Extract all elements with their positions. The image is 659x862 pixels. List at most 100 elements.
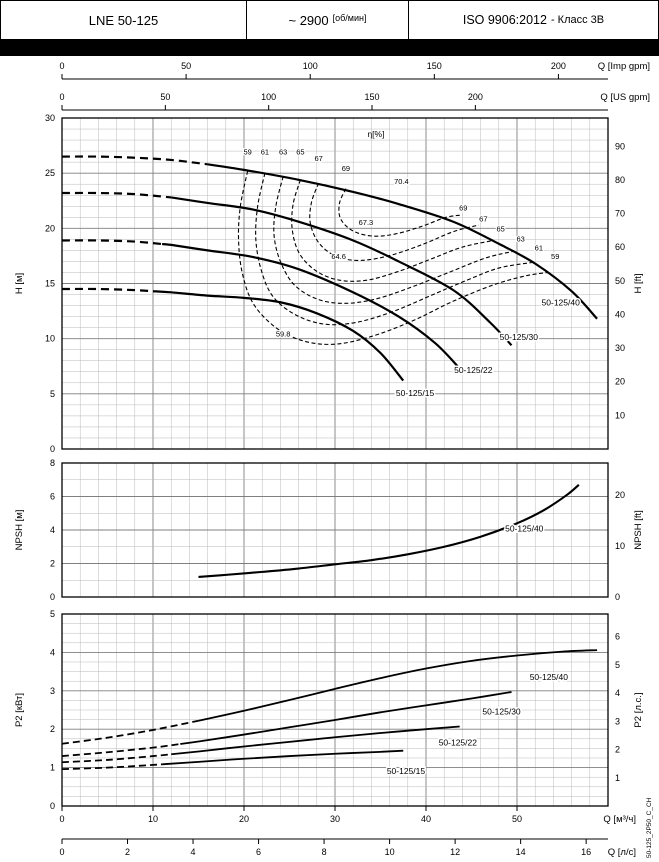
curve-50-125-15: 50-125/15 xyxy=(61,287,436,400)
eta-contour-59: 59 59 xyxy=(237,146,561,345)
header-speed-cell: ~ 2900 [об/мин] xyxy=(246,1,409,39)
x-tick-label: 8 xyxy=(322,847,327,857)
curve-50-125-40: 50-125/40 xyxy=(61,649,598,745)
curve-50-125-22: 50-125/22 xyxy=(61,725,479,764)
y-tick-label: 2 xyxy=(50,559,55,569)
x-tick-label: 4 xyxy=(191,847,196,857)
x-tick-label: 16 xyxy=(581,847,591,857)
y-tick-label: 4 xyxy=(50,647,55,657)
drawing-code: 50-125_2P50_C_CH xyxy=(646,797,653,858)
x-tick-label: 150 xyxy=(365,92,380,102)
y-tick-label: 2 xyxy=(615,745,620,755)
eta-contour-61: 61 61 xyxy=(255,146,544,326)
test-standard: ISO 9906:2012 xyxy=(462,13,547,27)
head-chart: 0 5 10 15 20 25 30 10 20 30 40 50 60 70 80 90 H [м] H [ft… xyxy=(14,113,644,454)
x-tick-label: 50 xyxy=(181,61,191,71)
y-tick-label: 20 xyxy=(615,377,625,387)
y-tick-label: 3 xyxy=(50,686,55,696)
us-gpm-scale: 0 50 100 150 200 Q [US gpm] xyxy=(59,92,650,111)
header-standard-cell: ISO 9906:2012 - Класс 3В xyxy=(409,1,658,39)
y-tick-label: 10 xyxy=(45,334,55,344)
y-tick-label: 20 xyxy=(615,490,625,500)
y-tick-label: 2 xyxy=(50,724,55,734)
pump-speed-unit: [об/мин] xyxy=(332,13,367,23)
curve-label: 50-125/15 xyxy=(387,766,426,776)
y-tick-label: 50 xyxy=(615,276,625,286)
y-tick-label: 25 xyxy=(45,168,55,178)
y-axis-title-right: H [ft] xyxy=(633,273,644,293)
x-tick-label: 6 xyxy=(256,847,261,857)
eta-contour-67: 67 67 xyxy=(309,153,489,261)
x-tick-label: 2 xyxy=(125,847,130,857)
axis-title: Q [US gpm] xyxy=(600,92,650,103)
eta-contour-69: 69 69 xyxy=(338,163,469,237)
y-tick-label: 40 xyxy=(615,309,625,319)
x-tick-label: 50 xyxy=(512,814,522,824)
x-tick-label: 20 xyxy=(239,814,249,824)
x-tick-label: 10 xyxy=(385,847,395,857)
x-tick-label: 0 xyxy=(59,92,64,102)
y-tick-label: 70 xyxy=(615,209,625,219)
eta-label: 63 xyxy=(516,235,524,244)
eta-title: η[%] xyxy=(367,129,384,139)
eta-label: 61 xyxy=(535,243,543,252)
eta-bep-label: 64.6 xyxy=(331,252,346,261)
x-tick-label: 30 xyxy=(330,814,340,824)
axis-title: Q [л/с] xyxy=(608,847,636,858)
x-tick-label: 200 xyxy=(468,92,483,102)
y-tick-label: 80 xyxy=(615,175,625,185)
y-tick-label: 6 xyxy=(50,492,55,502)
eta-bep-label: 59.8 xyxy=(276,329,291,338)
power-chart-grid xyxy=(61,613,609,807)
x-tick-label: 0 xyxy=(59,814,64,824)
curve-label: 50-125/40 xyxy=(530,672,569,682)
eta-contour-63: 63 63 xyxy=(273,146,526,304)
x-tick-label: 50 xyxy=(160,92,170,102)
y-axis-title-left: P2 [кВт] xyxy=(14,693,25,727)
curve-label: 50-125/15 xyxy=(396,388,435,398)
curve-label: 50-125/40 xyxy=(505,524,544,534)
header-model-cell: LNE 50-125 xyxy=(1,1,246,39)
x-tick-label: 100 xyxy=(261,92,276,102)
y-tick-label: 8 xyxy=(50,458,55,468)
x-tick-label: 0 xyxy=(59,847,64,857)
pump-curves-chart: 0 50 100 150 200 Q [Imp gpm]0 50 100 150 200 Q [US… xyxy=(14,61,653,858)
npsh-chart-grid xyxy=(61,462,609,598)
curve-50-125-40: 50-125/40 xyxy=(198,483,580,578)
eta-label: 65 xyxy=(496,225,504,234)
npsh-chart: 0 2 4 6 8 0 10 20 NPSH [м] NPSH [ft] 50-125/40 xyxy=(14,458,644,602)
divider-bar xyxy=(0,40,659,56)
y-tick-label: 4 xyxy=(50,525,55,535)
curve-50-125-40: 50-125/40 xyxy=(61,155,598,320)
eta-label: 69 xyxy=(342,164,350,173)
eta-label: 69 xyxy=(459,204,467,213)
y-axis-title-right: NPSH [ft] xyxy=(633,510,644,550)
m3h-scale: 0 10 20 30 40 50 Q [м³/ч] xyxy=(59,806,636,825)
x-tick-label: 40 xyxy=(421,814,431,824)
curve-50-125-30: 50-125/30 xyxy=(61,691,522,757)
curve-50-125-30: 50-125/30 xyxy=(61,191,540,347)
y-tick-label: 5 xyxy=(50,609,55,619)
x-tick-label: 100 xyxy=(303,61,318,71)
y-tick-label: 90 xyxy=(615,141,625,151)
axis-title: Q [м³/ч] xyxy=(603,814,636,825)
axis-title: Q [Imp gpm] xyxy=(598,61,650,72)
eta-label: 67 xyxy=(479,215,487,224)
curve-label: 50-125/22 xyxy=(454,365,493,375)
x-tick-label: 0 xyxy=(59,61,64,71)
x-tick-label: 12 xyxy=(450,847,460,857)
curve-50-125-15: 50-125/15 xyxy=(61,749,427,778)
eta-label: 63 xyxy=(279,147,287,156)
y-tick-label: 0 xyxy=(50,801,55,811)
x-tick-label: 150 xyxy=(427,61,442,71)
y-axis-title-right: P2 [л.с.] xyxy=(633,692,644,727)
eta-contour-65: 65 65 xyxy=(291,146,506,282)
imp-gpm-scale: 0 50 100 150 200 Q [Imp gpm] xyxy=(59,61,650,80)
y-axis-title-left: NPSH [м] xyxy=(14,510,25,551)
y-tick-label: 1 xyxy=(50,763,55,773)
y-tick-label: 4 xyxy=(615,688,620,698)
eta-label: 61 xyxy=(261,147,269,156)
eta-label: 59 xyxy=(243,147,251,156)
y-tick-label: 30 xyxy=(45,113,55,123)
